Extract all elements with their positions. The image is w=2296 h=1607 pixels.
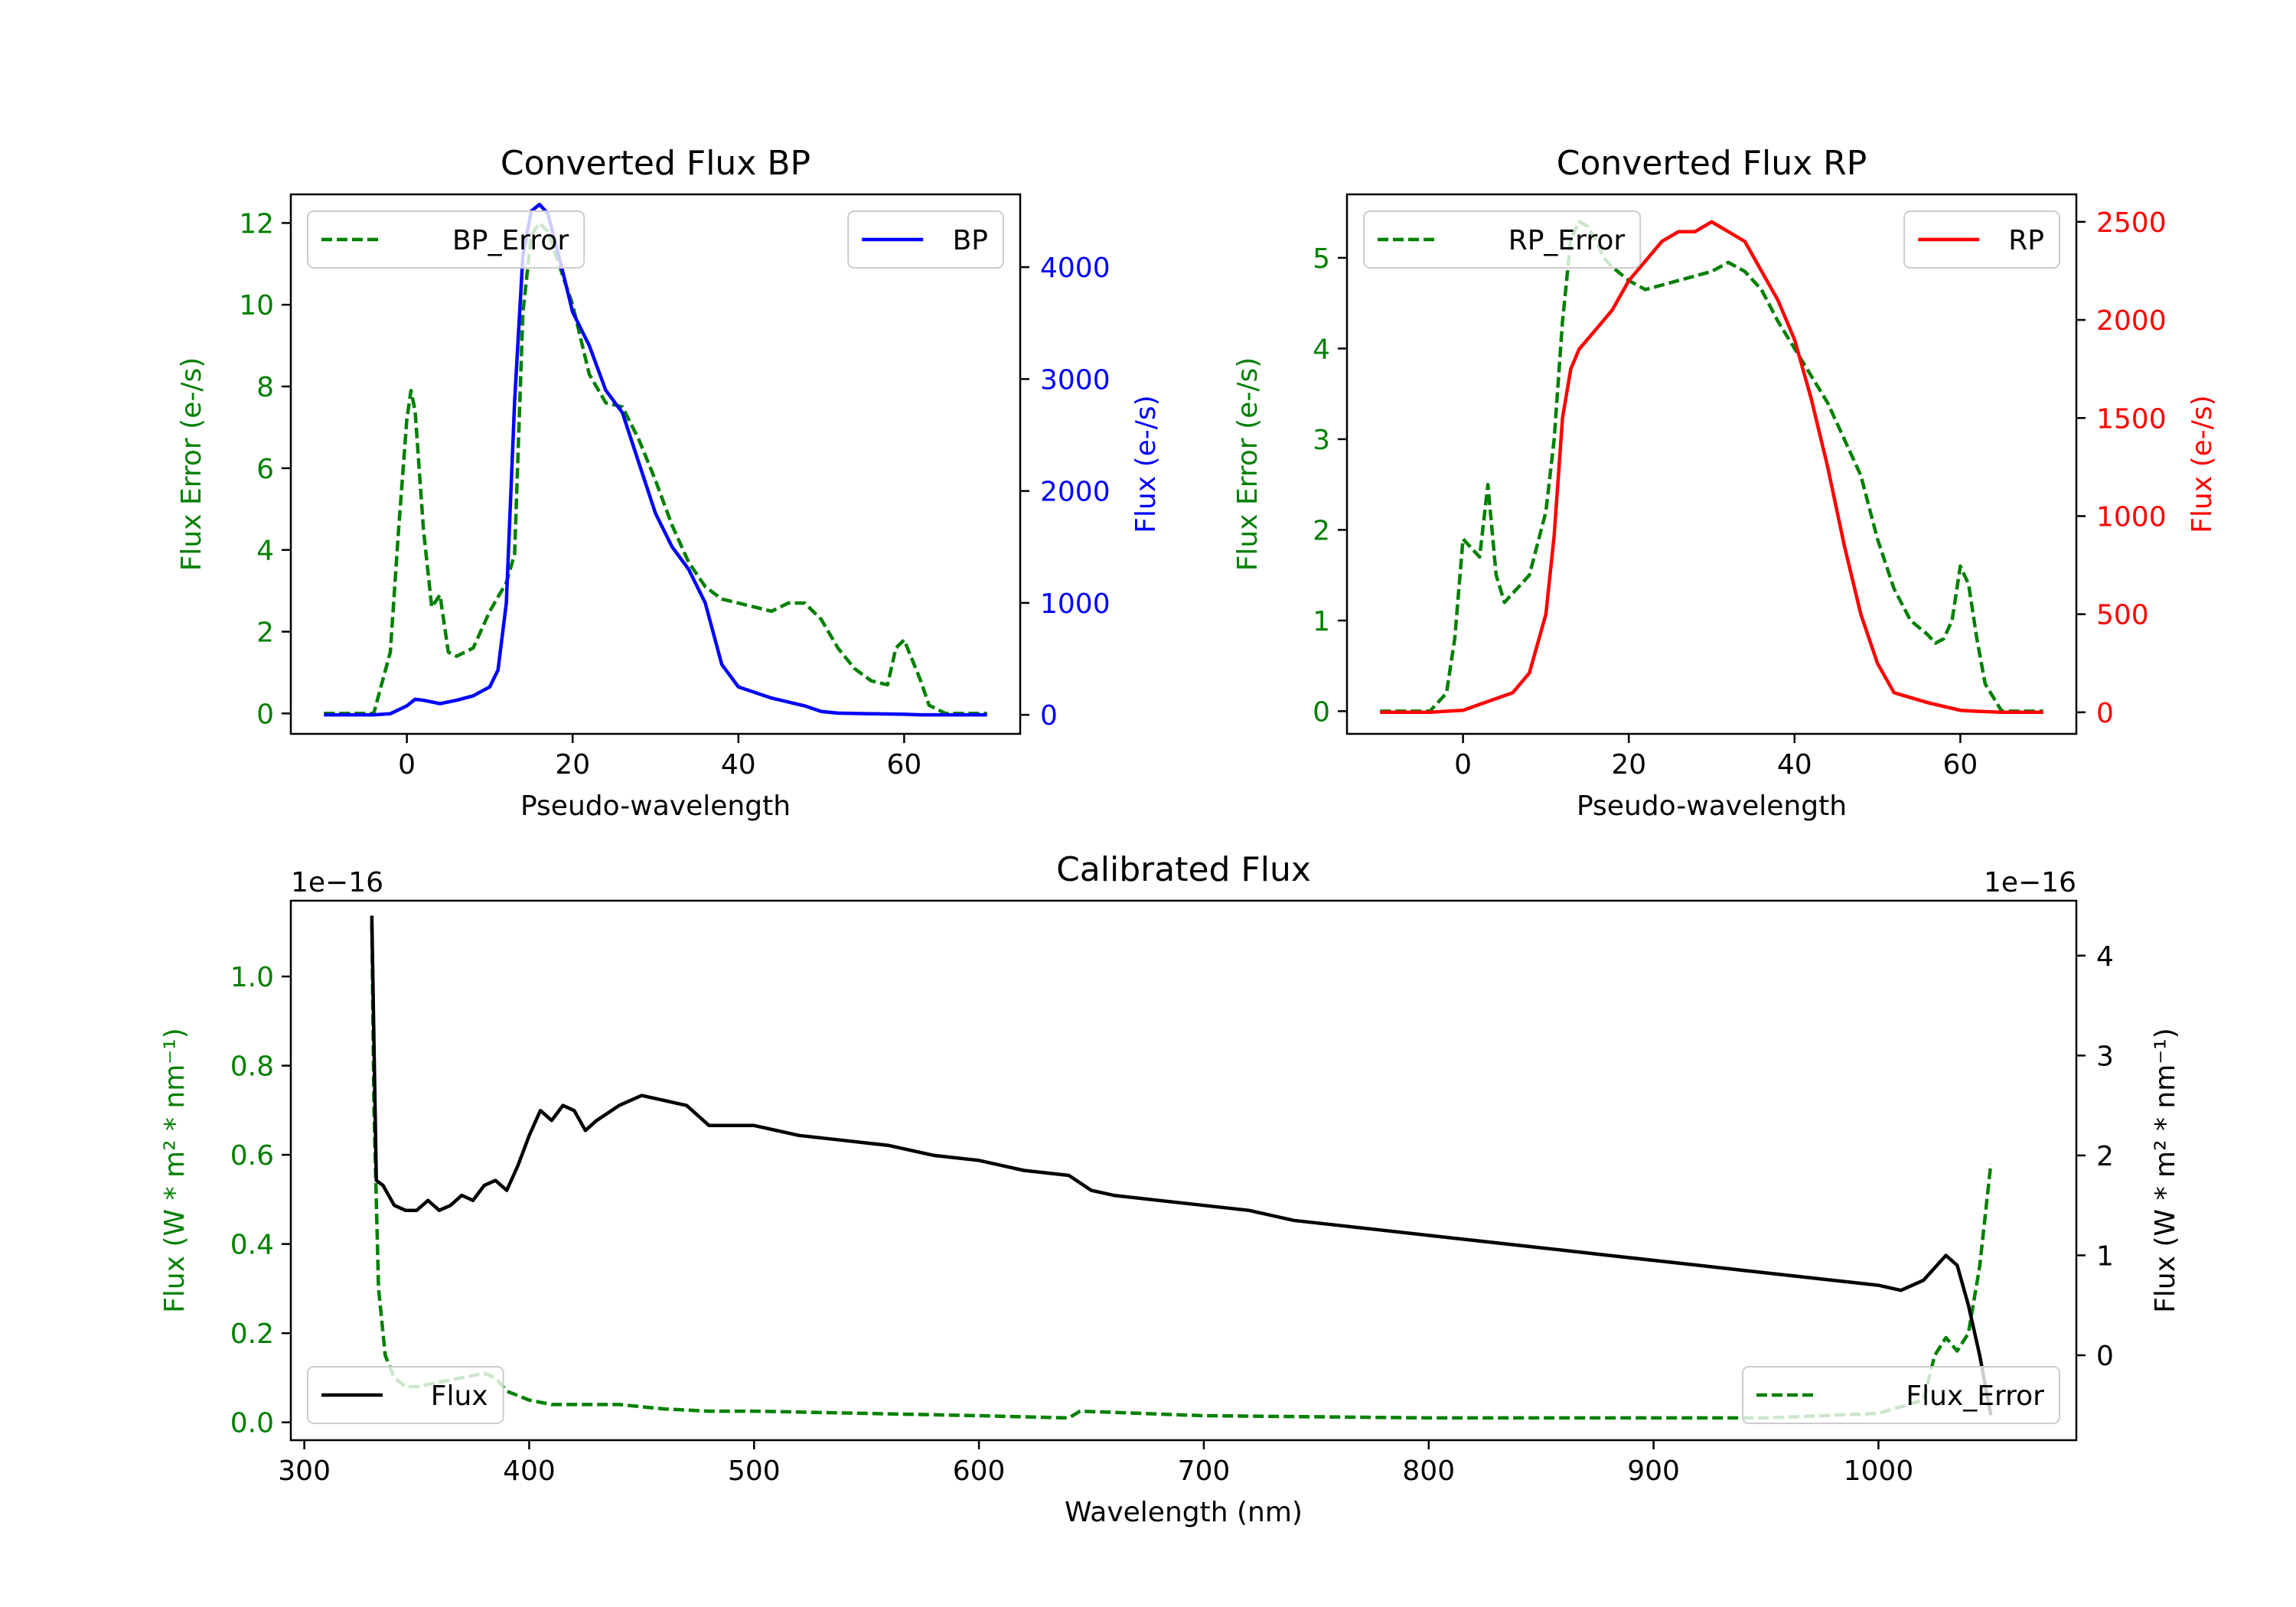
y-left-tick-label: 2 xyxy=(1313,515,1330,546)
legend-label: BP xyxy=(953,225,988,256)
y-right-tick-label: 1 xyxy=(2096,1240,2114,1272)
y-left-tick-label: 4 xyxy=(256,536,274,567)
y-left-tick-label: 0.6 xyxy=(230,1140,274,1172)
x-tick-label: 900 xyxy=(1627,1455,1680,1487)
x-axis-label: Pseudo-wavelength xyxy=(520,790,791,822)
legend-box xyxy=(847,210,1004,269)
y-left-axis-label: Flux Error (e-/s) xyxy=(176,357,207,572)
legend-label: RP_Error xyxy=(1508,225,1626,256)
legend-label: Flux_Error xyxy=(1906,1380,2044,1412)
y-right-tick-label: 3000 xyxy=(1040,364,1110,396)
x-tick-label: 40 xyxy=(721,749,756,781)
y-right-tick-label: 2 xyxy=(2096,1141,2114,1172)
y-right-tick-label: 1000 xyxy=(2096,501,2167,533)
x-tick-label: 600 xyxy=(953,1455,1006,1487)
y-left-tick-label: 0 xyxy=(256,699,274,730)
series-line-rp-error xyxy=(1380,220,2043,713)
legend-flux-error: Flux_Error xyxy=(1742,1366,2060,1424)
legend-bp-error: BP_Error xyxy=(307,210,585,269)
chart-title: Calibrated Flux xyxy=(1056,850,1311,889)
plot-frame xyxy=(289,193,1022,735)
y-left-tick-label: 8 xyxy=(256,372,274,403)
y-right-tick-label: 0 xyxy=(1040,700,1058,732)
chart-title: Converted Flux BP xyxy=(501,144,810,183)
y-right-tick-label: 500 xyxy=(2096,600,2149,631)
y-left-tick-label: 0.0 xyxy=(230,1408,274,1439)
legend-rp-error: RP_Error xyxy=(1363,210,1642,269)
x-tick-label: 700 xyxy=(1178,1455,1231,1487)
x-tick-label: 0 xyxy=(398,749,416,781)
y-right-tick-label: 2000 xyxy=(2096,305,2167,337)
legend-rp: RP xyxy=(1903,210,2060,269)
y-right-tick-label: 0 xyxy=(2096,1341,2114,1372)
x-tick-label: 40 xyxy=(1777,749,1812,781)
x-tick-label: 20 xyxy=(1611,749,1646,781)
series-line-bp xyxy=(324,202,987,717)
y-right-tick-label: 3 xyxy=(2096,1041,2114,1072)
y-left-tick-label: 0.8 xyxy=(230,1051,274,1083)
y-left-tick-label: 6 xyxy=(256,454,274,485)
chart-calibrated: 300 400 500 600 700 800 900 1000 0.0 0.2 0.4 0.6 0.8… xyxy=(159,850,2181,1528)
legend-label: BP_Error xyxy=(452,225,569,256)
y-right-tick-label: 4000 xyxy=(1040,253,1110,284)
y-right-tick-label: 1500 xyxy=(2096,403,2167,435)
y-left-tick-label: 0.4 xyxy=(230,1230,274,1261)
legend-box xyxy=(1363,210,1642,269)
x-tick-label: 60 xyxy=(886,749,921,781)
x-tick-label: 0 xyxy=(1454,749,1472,781)
y-left-axis-label: Flux (W * m² * nm⁻¹) xyxy=(159,1028,191,1313)
y-left-tick-label: 4 xyxy=(1313,334,1330,365)
y-right-tick-label: 2000 xyxy=(1040,477,1110,508)
chart-rp: 0 20 40 60 0 1 2 3 4 5 0 500 1000 1500 2000 2500 Convert… xyxy=(1232,144,2218,822)
x-tick-label: 300 xyxy=(278,1455,331,1487)
series-line-bp-error xyxy=(324,221,987,715)
y-left-tick-label: 5 xyxy=(1313,243,1330,275)
y-right-tick-label: 2500 xyxy=(2096,207,2167,239)
legend-box xyxy=(1903,210,2060,269)
x-tick-label: 800 xyxy=(1402,1455,1455,1487)
chart-bp: 0 20 40 60 0 2 4 6 8 10 12 0 1000 2000 3000 4000 Convert… xyxy=(176,144,1162,822)
y-right-offset-label: 1e−16 xyxy=(1984,867,2076,898)
legend-box xyxy=(307,1366,504,1424)
plot-frame xyxy=(1345,193,2078,735)
y-right-tick-label: 1000 xyxy=(1040,588,1110,620)
legend-flux: Flux xyxy=(307,1366,504,1424)
x-tick-label: 20 xyxy=(555,749,590,781)
y-left-tick-label: 10 xyxy=(239,290,274,321)
y-left-offset-label: 1e−16 xyxy=(291,867,383,898)
y-left-tick-label: 3 xyxy=(1313,425,1330,456)
y-left-tick-label: 0 xyxy=(1313,696,1330,728)
x-axis-label: Wavelength (nm) xyxy=(1065,1497,1303,1528)
y-right-axis-label: Flux (e-/s) xyxy=(1130,395,1162,533)
legend-box xyxy=(307,210,585,269)
legend-label: Flux xyxy=(431,1380,488,1412)
y-right-axis-label: Flux (W * m² * nm⁻¹) xyxy=(2150,1028,2181,1313)
x-tick-label: 500 xyxy=(728,1455,781,1487)
legend-bp: BP xyxy=(847,210,1004,269)
y-left-tick-label: 1 xyxy=(1313,606,1330,637)
x-tick-label: 1000 xyxy=(1844,1455,1914,1487)
plot-frame xyxy=(289,899,2078,1442)
x-axis-label: Pseudo-wavelength xyxy=(1577,790,1847,822)
x-tick-label: 400 xyxy=(503,1455,556,1487)
x-tick-label: 60 xyxy=(1942,749,1978,781)
y-left-axis-label: Flux Error (e-/s) xyxy=(1232,357,1264,572)
y-left-tick-label: 12 xyxy=(239,208,274,240)
chart-title: Converted Flux RP xyxy=(1557,144,1867,183)
y-right-axis-label: Flux (e-/s) xyxy=(2187,395,2218,533)
y-left-tick-label: 2 xyxy=(256,617,274,648)
legend-box xyxy=(1742,1366,2060,1424)
legend-label: RP xyxy=(2008,225,2044,256)
y-left-tick-label: 1.0 xyxy=(230,962,274,993)
series-line-rp xyxy=(1380,220,2043,715)
series-line-flux xyxy=(370,915,1993,1416)
y-right-tick-label: 0 xyxy=(2096,698,2114,729)
y-right-tick-label: 4 xyxy=(2096,941,2114,973)
y-left-tick-label: 0.2 xyxy=(230,1319,274,1350)
